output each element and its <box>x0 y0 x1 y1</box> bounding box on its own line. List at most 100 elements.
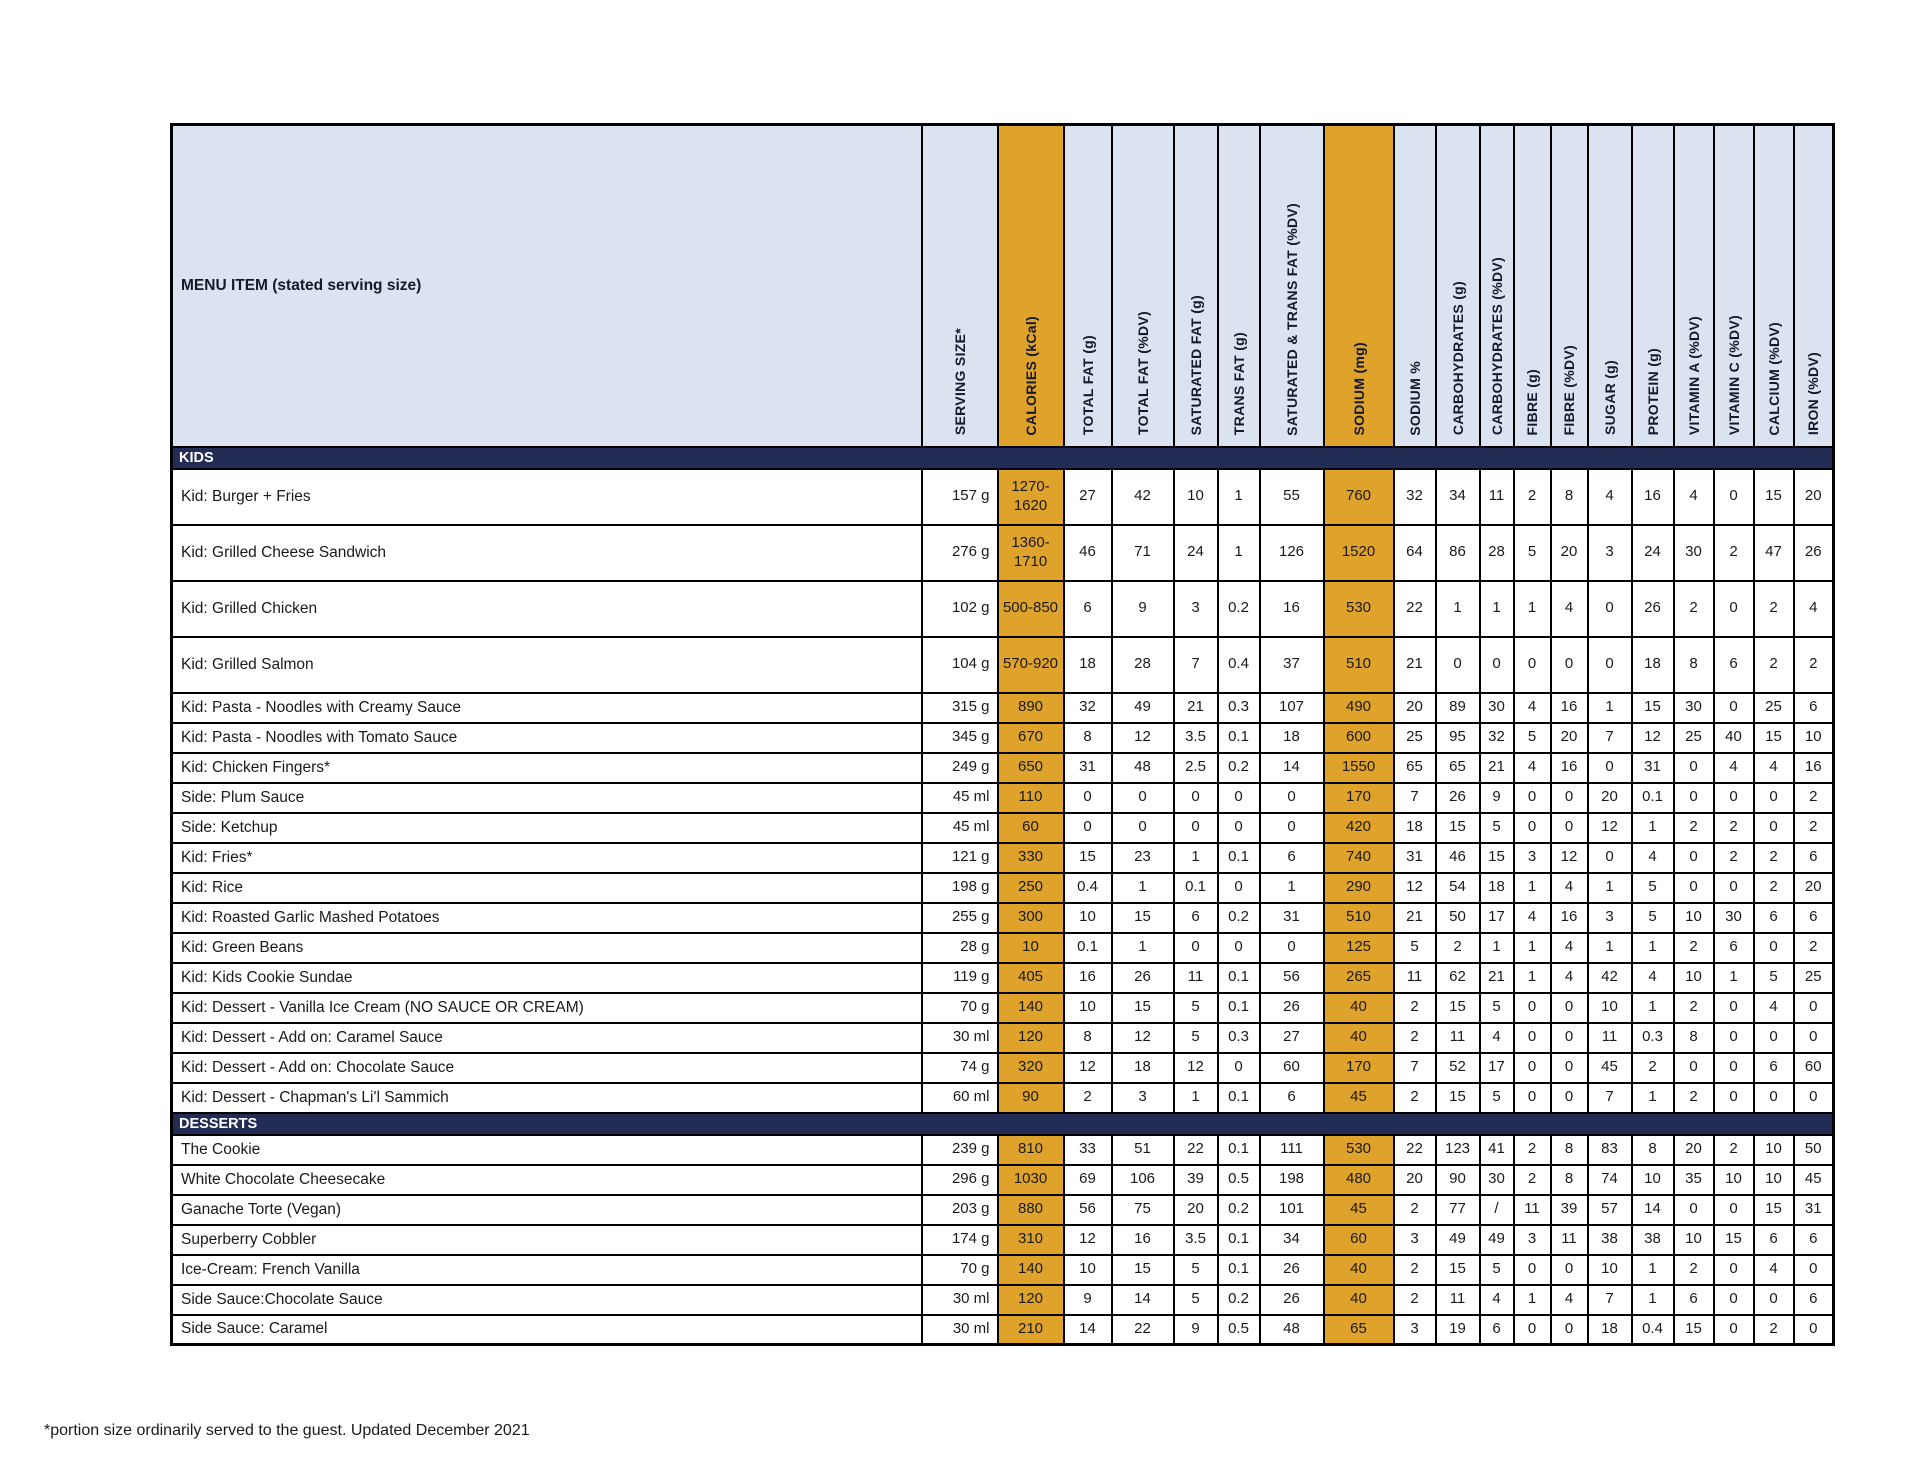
footnote: *portion size ordinarily served to the g… <box>44 1422 530 1439</box>
value-cell: 71 <box>1110 523 1175 582</box>
value-cell: 10 <box>1752 1133 1795 1166</box>
serving-size-cell: 203 g <box>920 1193 999 1226</box>
value-cell: 5 <box>1512 523 1552 582</box>
col-header-trans-fat-g: TRANS FAT (g) <box>1216 123 1261 448</box>
value-cell: 6 <box>1672 1283 1715 1316</box>
value-cell: 12 <box>1172 1051 1219 1084</box>
value-cell: 32 <box>1062 691 1113 724</box>
value-cell: 4 <box>1752 751 1795 784</box>
col-header-label: TOTAL FAT (%DV) <box>1134 311 1151 436</box>
value-cell: 0 <box>1712 1021 1755 1054</box>
value-cell: 0 <box>1216 871 1261 904</box>
value-cell: 15 <box>1630 691 1675 724</box>
value-cell: 49 <box>1110 691 1175 724</box>
value-cell: 10 <box>1062 901 1113 934</box>
value-cell: 300 <box>996 901 1065 934</box>
value-cell: 126 <box>1258 523 1325 582</box>
value-cell: 1360-1710 <box>996 523 1065 582</box>
value-cell: 2 <box>1792 781 1835 814</box>
value-cell: 107 <box>1258 691 1325 724</box>
value-cell: 18 <box>1258 721 1325 754</box>
value-cell: 15 <box>1712 1223 1755 1256</box>
value-cell: 11 <box>1434 1283 1481 1316</box>
value-cell: 27 <box>1258 1021 1325 1054</box>
value-cell: 2 <box>1392 1081 1437 1114</box>
value-cell: 89 <box>1434 691 1481 724</box>
serving-size-cell: 45 ml <box>920 781 999 814</box>
value-cell: 40 <box>1322 1253 1395 1286</box>
serving-size-cell: 174 g <box>920 1223 999 1256</box>
value-cell: 12 <box>1110 1021 1175 1054</box>
value-cell: 1 <box>1434 579 1481 638</box>
table-row: The Cookie 239 g 810 33 51 22 0.1 111 530 22 123 41… <box>170 1133 1835 1166</box>
value-cell: 0.5 <box>1216 1163 1261 1196</box>
value-cell: 18 <box>1630 635 1675 694</box>
value-cell: 123 <box>1434 1133 1481 1166</box>
value-cell: 4 <box>1512 691 1552 724</box>
table-row: Kid: Grilled Salmon 104 g 570-920 18 28 7 0.4 3… <box>170 635 1835 694</box>
value-cell: 0.3 <box>1216 1021 1261 1054</box>
value-cell: 10 <box>1630 1163 1675 1196</box>
value-cell: 34 <box>1434 467 1481 526</box>
value-cell: 20 <box>1792 467 1835 526</box>
value-cell: 9 <box>1062 1283 1113 1316</box>
value-cell: 20 <box>1792 871 1835 904</box>
value-cell: 0 <box>1062 781 1113 814</box>
value-cell: 7 <box>1586 721 1633 754</box>
value-cell: 15 <box>1434 1081 1481 1114</box>
value-cell: 25 <box>1792 961 1835 994</box>
value-cell: 1 <box>1630 811 1675 844</box>
value-cell: 9 <box>1110 579 1175 638</box>
value-cell: 16 <box>1549 901 1589 934</box>
value-cell: 20 <box>1672 1133 1715 1166</box>
value-cell: 1 <box>1512 871 1552 904</box>
value-cell: 3.5 <box>1172 1223 1219 1256</box>
value-cell: 6 <box>1712 931 1755 964</box>
value-cell: 0.1 <box>1062 931 1113 964</box>
value-cell: 42 <box>1586 961 1633 994</box>
value-cell: 0 <box>1792 1081 1835 1114</box>
value-cell: 5 <box>1512 721 1552 754</box>
value-cell: 6 <box>1792 1283 1835 1316</box>
value-cell: 210 <box>996 1313 1065 1346</box>
value-cell: 0 <box>1062 811 1113 844</box>
value-cell: 120 <box>996 1021 1065 1054</box>
value-cell: 4 <box>1712 751 1755 784</box>
value-cell: 6 <box>1478 1313 1515 1346</box>
value-cell: 2 <box>1672 1081 1715 1114</box>
value-cell: 15 <box>1110 991 1175 1024</box>
value-cell: 30 <box>1672 691 1715 724</box>
value-cell: 0.1 <box>1216 1133 1261 1166</box>
value-cell: 15 <box>1062 841 1113 874</box>
value-cell: 5 <box>1478 1253 1515 1286</box>
value-cell: 0.1 <box>1216 1223 1261 1256</box>
value-cell: 8 <box>1062 1021 1113 1054</box>
value-cell: 27 <box>1062 467 1113 526</box>
value-cell: 1 <box>1630 931 1675 964</box>
value-cell: 6 <box>1752 1223 1795 1256</box>
value-cell: 0 <box>1672 871 1715 904</box>
value-cell: 0 <box>1549 781 1589 814</box>
table-row: Kid: Chicken Fingers* 249 g 650 31 48 2.5 0.2 1… <box>170 751 1835 784</box>
value-cell: 0 <box>1549 1253 1589 1286</box>
value-cell: 0 <box>1586 579 1633 638</box>
value-cell: 4 <box>1549 579 1589 638</box>
value-cell: 75 <box>1110 1193 1175 1226</box>
value-cell: 0.2 <box>1216 901 1261 934</box>
value-cell: 8 <box>1630 1133 1675 1166</box>
value-cell: 10 <box>1672 901 1715 934</box>
value-cell: 490 <box>1322 691 1395 724</box>
value-cell: 1030 <box>996 1163 1065 1196</box>
section-title: DESSERTS <box>170 1111 1835 1136</box>
value-cell: 1 <box>1630 1081 1675 1114</box>
serving-size-cell: 104 g <box>920 635 999 694</box>
value-cell: 0 <box>1752 1081 1795 1114</box>
value-cell: 45 <box>1586 1051 1633 1084</box>
value-cell: 6 <box>1792 1223 1835 1256</box>
table-row: White Chocolate Cheesecake 296 g 1030 69 106… <box>170 1163 1835 1196</box>
col-header-vitamin-c-dv: VITAMIN C (%DV) <box>1712 123 1755 448</box>
value-cell: 86 <box>1434 523 1481 582</box>
value-cell: 5 <box>1172 1021 1219 1054</box>
value-cell: 810 <box>996 1133 1065 1166</box>
value-cell: 15 <box>1672 1313 1715 1346</box>
